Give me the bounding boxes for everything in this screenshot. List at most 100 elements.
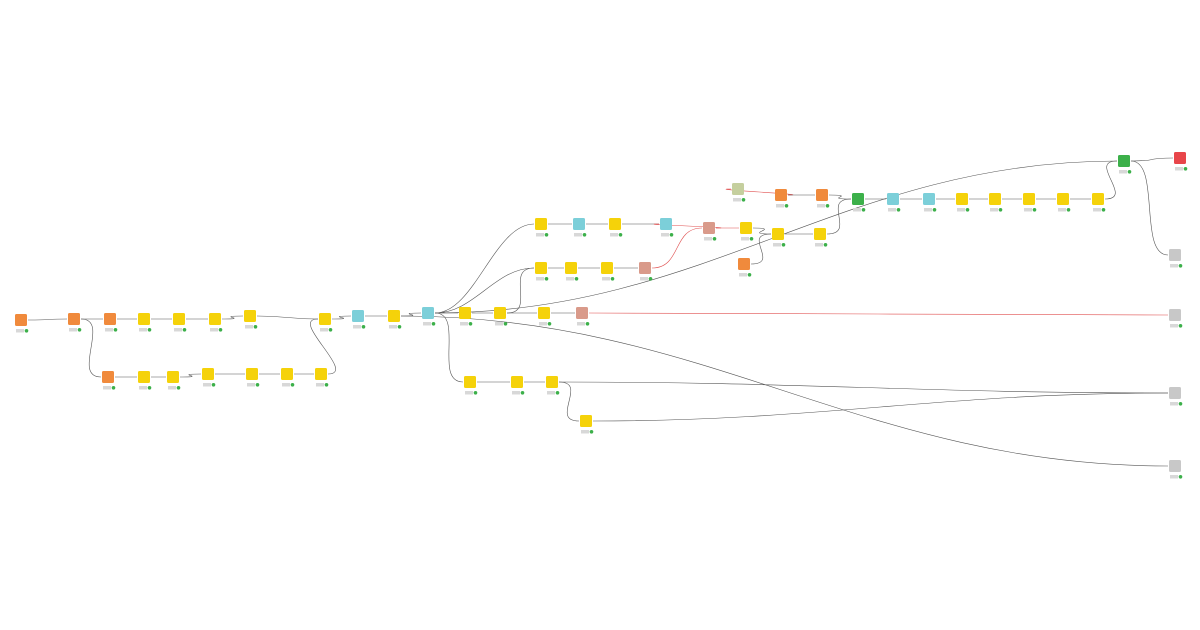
node[interactable] bbox=[1118, 155, 1132, 174]
node-status-light bbox=[555, 391, 560, 395]
node-icon bbox=[738, 258, 750, 270]
node[interactable] bbox=[703, 222, 717, 241]
node[interactable] bbox=[1169, 309, 1183, 328]
node[interactable] bbox=[459, 307, 473, 326]
node-icon bbox=[923, 193, 935, 205]
node-status bbox=[139, 328, 147, 332]
node[interactable] bbox=[202, 368, 216, 387]
node[interactable] bbox=[464, 376, 478, 395]
node-status-light bbox=[784, 204, 789, 208]
node[interactable] bbox=[816, 189, 830, 208]
node[interactable] bbox=[1169, 460, 1183, 479]
node[interactable] bbox=[852, 193, 866, 212]
node[interactable] bbox=[814, 228, 828, 247]
connection bbox=[27, 318, 68, 321]
connection bbox=[434, 267, 535, 314]
node-status-light bbox=[113, 328, 118, 332]
node[interactable] bbox=[138, 371, 152, 390]
node[interactable] bbox=[1169, 249, 1183, 268]
node[interactable] bbox=[601, 262, 615, 281]
node[interactable] bbox=[15, 314, 29, 333]
node[interactable] bbox=[281, 368, 295, 387]
node-status bbox=[1170, 324, 1178, 328]
node-status bbox=[566, 277, 574, 281]
node-status-light bbox=[397, 325, 402, 329]
nodes bbox=[15, 152, 1188, 479]
node-icon bbox=[281, 368, 293, 380]
node[interactable] bbox=[1023, 193, 1037, 212]
node[interactable] bbox=[660, 218, 674, 237]
node[interactable] bbox=[1092, 193, 1106, 212]
node-status-light bbox=[1178, 264, 1183, 268]
node[interactable] bbox=[244, 310, 258, 329]
node-status-light bbox=[24, 329, 29, 333]
node-status-light bbox=[610, 277, 615, 281]
node-status bbox=[741, 237, 749, 241]
node-status bbox=[282, 383, 290, 387]
node[interactable] bbox=[1169, 387, 1183, 406]
node-icon bbox=[388, 310, 400, 322]
node[interactable] bbox=[535, 262, 549, 281]
node-status-light bbox=[749, 237, 754, 241]
node[interactable] bbox=[319, 313, 333, 332]
node[interactable] bbox=[923, 193, 937, 212]
node-status-light bbox=[255, 383, 260, 387]
node[interactable] bbox=[538, 307, 552, 326]
connection bbox=[651, 227, 703, 269]
node-icon bbox=[732, 183, 744, 195]
node[interactable] bbox=[173, 313, 187, 332]
connection bbox=[750, 233, 772, 265]
node-status-light bbox=[965, 208, 970, 212]
node-status-light bbox=[781, 243, 786, 247]
node[interactable] bbox=[511, 376, 525, 395]
node-icon bbox=[852, 193, 864, 205]
node[interactable] bbox=[546, 376, 560, 395]
node-status-light bbox=[1032, 208, 1037, 212]
node-status bbox=[773, 243, 781, 247]
node[interactable] bbox=[422, 307, 436, 326]
node[interactable] bbox=[209, 313, 223, 332]
node-icon bbox=[816, 189, 828, 201]
node[interactable] bbox=[565, 262, 579, 281]
node[interactable] bbox=[102, 371, 116, 390]
node-icon bbox=[1174, 152, 1186, 164]
connection bbox=[256, 315, 319, 320]
node[interactable] bbox=[138, 313, 152, 332]
node[interactable] bbox=[573, 218, 587, 237]
node[interactable] bbox=[352, 310, 366, 329]
node[interactable] bbox=[732, 183, 746, 202]
node[interactable] bbox=[989, 193, 1003, 212]
node-icon bbox=[68, 313, 80, 325]
node[interactable] bbox=[246, 368, 260, 387]
node-status bbox=[602, 277, 610, 281]
node[interactable] bbox=[775, 189, 789, 208]
node-status-light bbox=[1066, 208, 1071, 212]
node-status bbox=[174, 328, 182, 332]
node-status-light bbox=[77, 328, 82, 332]
node-icon bbox=[246, 368, 258, 380]
node-status-light bbox=[896, 208, 901, 212]
node[interactable] bbox=[956, 193, 970, 212]
node[interactable] bbox=[1057, 193, 1071, 212]
node[interactable] bbox=[772, 228, 786, 247]
node[interactable] bbox=[315, 368, 329, 387]
node[interactable] bbox=[1174, 152, 1188, 171]
node-status bbox=[577, 322, 585, 326]
node[interactable] bbox=[740, 222, 754, 241]
node-status bbox=[853, 208, 861, 212]
node[interactable] bbox=[738, 258, 752, 277]
node[interactable] bbox=[494, 307, 508, 326]
node-status bbox=[547, 391, 555, 395]
node[interactable] bbox=[104, 313, 118, 332]
node[interactable] bbox=[609, 218, 623, 237]
node[interactable] bbox=[388, 310, 402, 329]
node-icon bbox=[1169, 309, 1181, 321]
node[interactable] bbox=[576, 307, 590, 326]
node[interactable] bbox=[639, 262, 653, 281]
node[interactable] bbox=[535, 218, 549, 237]
node[interactable] bbox=[887, 193, 901, 212]
node-status-light bbox=[473, 391, 478, 395]
node[interactable] bbox=[68, 313, 82, 332]
node[interactable] bbox=[580, 415, 594, 434]
node[interactable] bbox=[167, 371, 181, 390]
